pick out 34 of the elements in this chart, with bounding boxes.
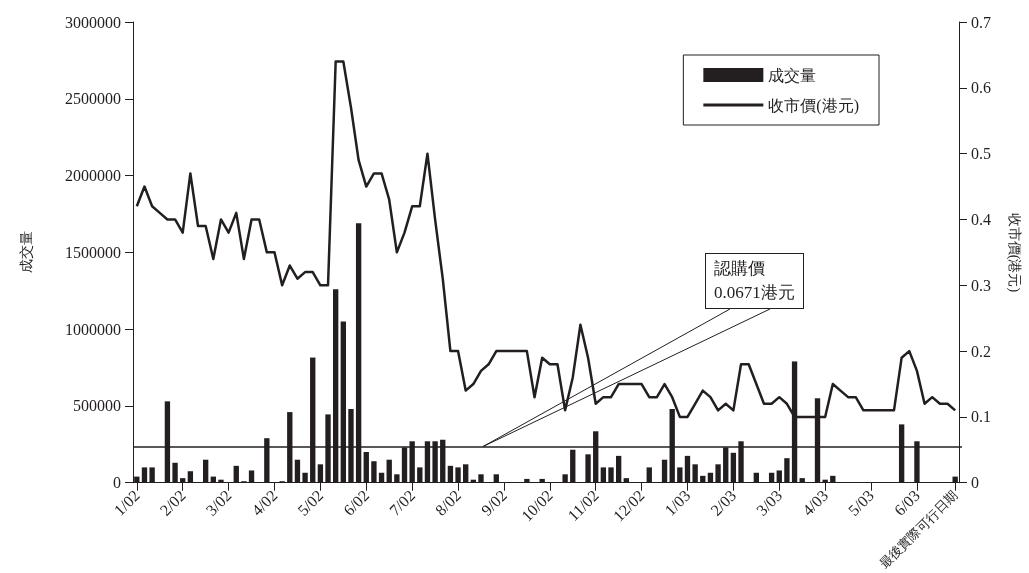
y2-tick-label: 0.6	[971, 79, 991, 97]
x-tick-label: 6/02	[340, 486, 373, 519]
x-tick-label: 4/02	[248, 486, 281, 519]
y-tick-label: 0	[113, 474, 121, 492]
y2-tick-label: 0.1	[971, 408, 991, 426]
x-tick-label: 5/02	[294, 486, 327, 519]
y-axis-title: 成交量	[18, 231, 34, 274]
y-tick-label: 1000000	[65, 320, 121, 338]
annotation: 認購價 0.0671港元	[705, 253, 804, 309]
y2-tick-label: 0.3	[971, 276, 991, 294]
legend-label: 成交量	[768, 66, 817, 84]
x-tick-label: 7/02	[386, 486, 419, 519]
y2-axis-title: 收市價(港元)	[1005, 212, 1022, 293]
y2-tick-label: 0	[971, 474, 979, 492]
y-tick-label: 1500000	[65, 243, 121, 261]
x-tick-label: 1/03	[661, 486, 694, 519]
x-tick-label: 8/02	[431, 486, 465, 519]
y2-tick-label: 0.4	[971, 210, 991, 228]
y-tick-label: 2000000	[65, 167, 121, 185]
x-tick-label: 3/03	[753, 486, 786, 519]
x-tick-label: 4/03	[799, 486, 832, 519]
y-tick-label: 3000000	[65, 13, 121, 31]
y-tick-label: 500000	[73, 397, 121, 415]
x-tick-label: 6/03	[890, 486, 923, 519]
x-tick-label: 9/02	[477, 486, 510, 519]
y2-tick-label: 0.7	[971, 13, 991, 31]
y-tick-label: 2500000	[65, 90, 121, 108]
y2-tick-label: 0.2	[971, 342, 991, 360]
x-tick-label: 5/03	[844, 486, 878, 519]
x-tick-label: 2/02	[156, 486, 189, 519]
x-tick-label: 2/03	[707, 486, 740, 519]
x-tick-label: 3/02	[202, 486, 235, 519]
y2-tick-label: 0.5	[971, 145, 991, 163]
legend-label: 收市價(港元)	[768, 96, 859, 115]
